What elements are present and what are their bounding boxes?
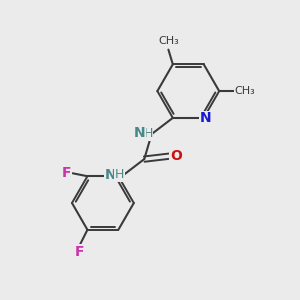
Text: F: F: [75, 245, 84, 259]
Text: CH₃: CH₃: [158, 36, 179, 46]
Text: F: F: [61, 166, 71, 180]
Text: O: O: [170, 149, 182, 163]
Text: H: H: [143, 127, 153, 140]
Text: CH₃: CH₃: [235, 86, 256, 96]
Text: H: H: [115, 168, 124, 181]
Text: N: N: [134, 127, 145, 140]
Text: N: N: [200, 112, 211, 125]
Text: N: N: [105, 168, 116, 182]
